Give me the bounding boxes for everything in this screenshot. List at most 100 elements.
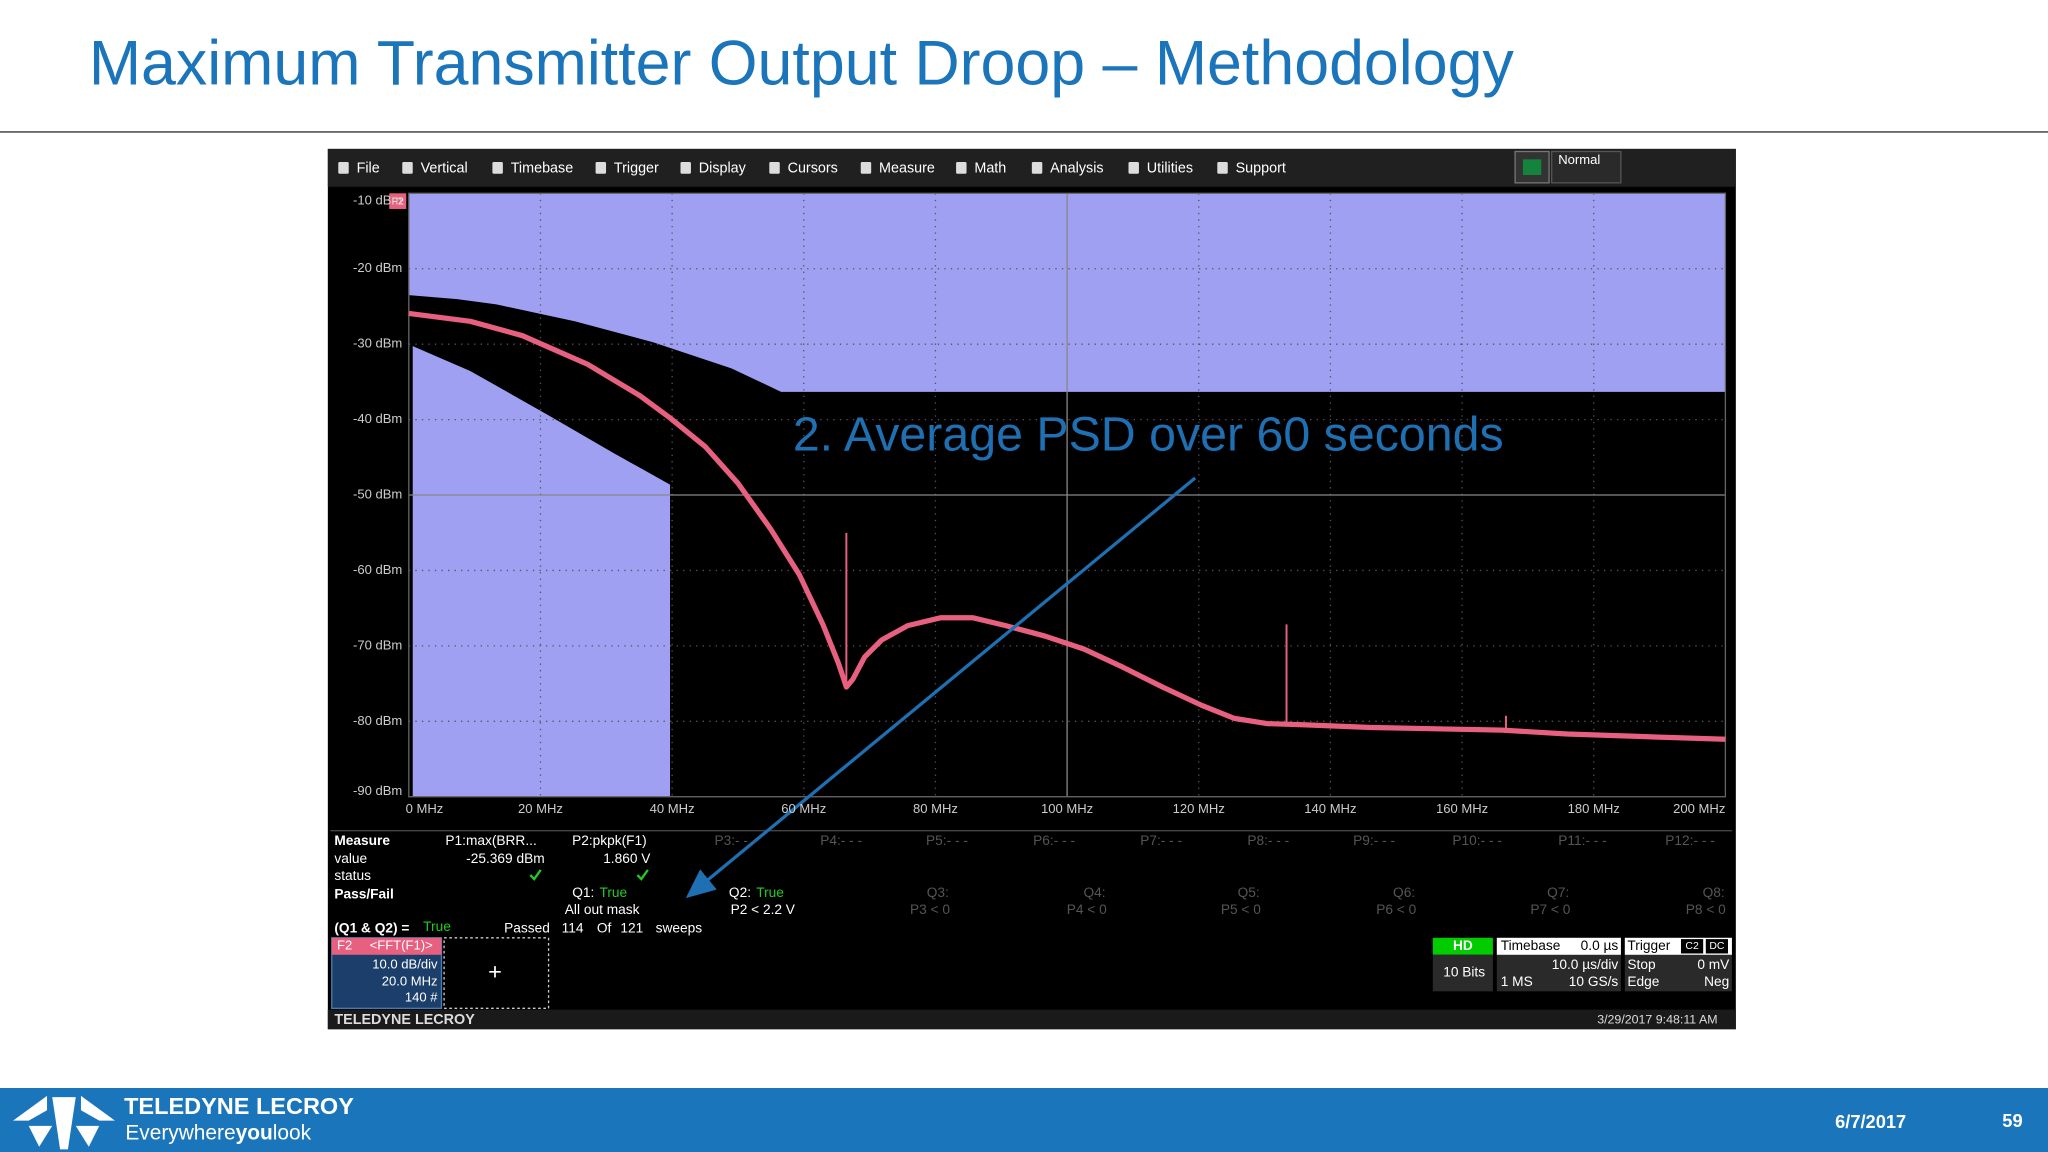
status-check <box>529 869 542 881</box>
param-header: P8:- - - <box>1247 833 1289 848</box>
add-box[interactable] <box>443 937 550 1009</box>
menu-icon <box>860 161 872 174</box>
param-header: P1:max(BRR... <box>445 833 536 848</box>
x-axis-label: 60 MHz <box>781 801 826 816</box>
trigger-type: Edge <box>1627 974 1659 989</box>
x-axis-label: 0 MHz <box>406 801 444 816</box>
trace-box-func: <FFT(F1)> <box>370 938 433 953</box>
status-bar <box>327 1009 1736 1030</box>
menu-icon <box>1031 161 1043 174</box>
y-axis-label: -10 dBm <box>353 193 402 208</box>
menu-icon <box>1128 161 1139 174</box>
query-cond: P2 < 2.2 V <box>731 902 796 917</box>
scope-timestamp: 3/29/2017 9:48:11 AM <box>1597 1012 1717 1026</box>
add-button[interactable]: + <box>488 958 502 984</box>
x-axis-label: 160 MHz <box>1436 801 1488 816</box>
trigger-tag-box <box>1680 939 1704 954</box>
query-cond: All out mask <box>565 902 640 917</box>
trace-box-header <box>331 937 442 955</box>
footer-date: 6/7/2017 <box>1835 1111 1906 1132</box>
footer-brand: TELEDYNE LECROY <box>124 1093 354 1119</box>
trace-tag: F2 <box>392 197 404 208</box>
trigger-slope: Neg <box>1704 974 1729 989</box>
hd-bits: 10 Bits <box>1443 965 1485 980</box>
param-header: P4:- - - <box>820 833 862 848</box>
row-label: value <box>334 851 367 866</box>
sweep-count: sweeps <box>656 920 703 935</box>
param-value: 1.860 V <box>603 851 651 866</box>
sweep-count: Of <box>597 920 612 935</box>
page-number: 59 <box>2002 1110 2022 1131</box>
menu-item[interactable]: Analysis <box>1050 160 1103 176</box>
query-name: Q2: <box>729 885 751 900</box>
logo-shape <box>13 1095 48 1121</box>
menu-item[interactable]: Timebase <box>511 160 574 176</box>
y-axis-label: -70 dBm <box>353 637 402 652</box>
query-state: True <box>756 885 784 900</box>
timebase-delay: 0.0 µs <box>1581 938 1619 953</box>
y-axis-label: -60 dBm <box>353 562 402 577</box>
query-state: True <box>600 885 628 900</box>
combined-state: True <box>423 919 451 934</box>
grid <box>408 193 1726 797</box>
timebase-points: 1 MS <box>1501 974 1533 989</box>
x-axis-label: 140 MHz <box>1304 801 1356 816</box>
trace-tag-box <box>389 193 407 209</box>
tagline-part: you <box>236 1121 273 1144</box>
menu-item[interactable]: Math <box>974 160 1006 176</box>
timebase-title: Timebase <box>1501 938 1561 953</box>
menu-bar <box>327 148 1736 187</box>
menu-item[interactable]: Vertical <box>421 160 468 176</box>
tagline-part: look <box>273 1121 312 1144</box>
menu-item[interactable]: Measure <box>879 160 935 176</box>
sweep-count: 121 <box>620 920 643 935</box>
logo-shape <box>52 1097 76 1150</box>
trigger-mode: Stop <box>1627 957 1656 972</box>
slide-title: Maximum Transmitter Output Droop – Metho… <box>89 28 1515 98</box>
trace-box-line: 20.0 MHz <box>382 974 438 989</box>
menu-item[interactable]: File <box>357 160 380 176</box>
menu-icon <box>338 161 349 174</box>
menu-item[interactable]: Display <box>699 160 747 176</box>
sweep-count: Passed <box>504 920 550 935</box>
query-name: Q5: <box>1238 885 1260 900</box>
trigger-tag-box <box>1705 939 1728 954</box>
query-name: Q1: <box>572 885 594 900</box>
menu-item[interactable]: Cursors <box>788 160 838 176</box>
query-name: Q7: <box>1547 885 1569 900</box>
query-cond: P8 < 0 <box>1686 902 1726 917</box>
trigger-title: Trigger <box>1627 938 1670 953</box>
y-axis-label: -20 dBm <box>353 260 402 275</box>
menu-icon <box>402 161 413 174</box>
y-axis-label: -90 dBm <box>353 783 402 798</box>
row-label: Measure <box>334 833 390 848</box>
mask-lower <box>412 346 671 797</box>
param-header: P7:- - - <box>1140 833 1182 848</box>
menu-icon <box>1217 161 1228 174</box>
annotation-arrow <box>685 476 1197 899</box>
menu-item[interactable]: Support <box>1236 160 1286 176</box>
query-cond: P5 < 0 <box>1221 902 1261 917</box>
mode-box <box>1551 150 1622 184</box>
y-axis-label: -50 dBm <box>353 486 402 501</box>
hd-header <box>1432 937 1493 955</box>
x-axis-label: 20 MHz <box>518 801 563 816</box>
row-label: status <box>334 868 371 883</box>
y-axis-label: -80 dBm <box>353 713 402 728</box>
y-axis-label: -30 dBm <box>353 336 402 351</box>
menu-icon <box>956 161 967 174</box>
menu-icon <box>769 161 780 174</box>
menu-icon <box>492 161 503 174</box>
menu-item[interactable]: Utilities <box>1147 160 1193 176</box>
annotation: 2. Average PSD over 60 seconds <box>793 407 1504 461</box>
trace-box-name: F2 <box>337 938 352 953</box>
param-header: P3:- - - <box>714 833 756 848</box>
mode-label: Normal <box>1558 152 1600 167</box>
param-value: -25.369 dBm <box>466 851 544 866</box>
menu-icon <box>595 161 607 174</box>
footer-logo <box>13 1095 115 1150</box>
menu-item[interactable]: Trigger <box>614 160 659 176</box>
